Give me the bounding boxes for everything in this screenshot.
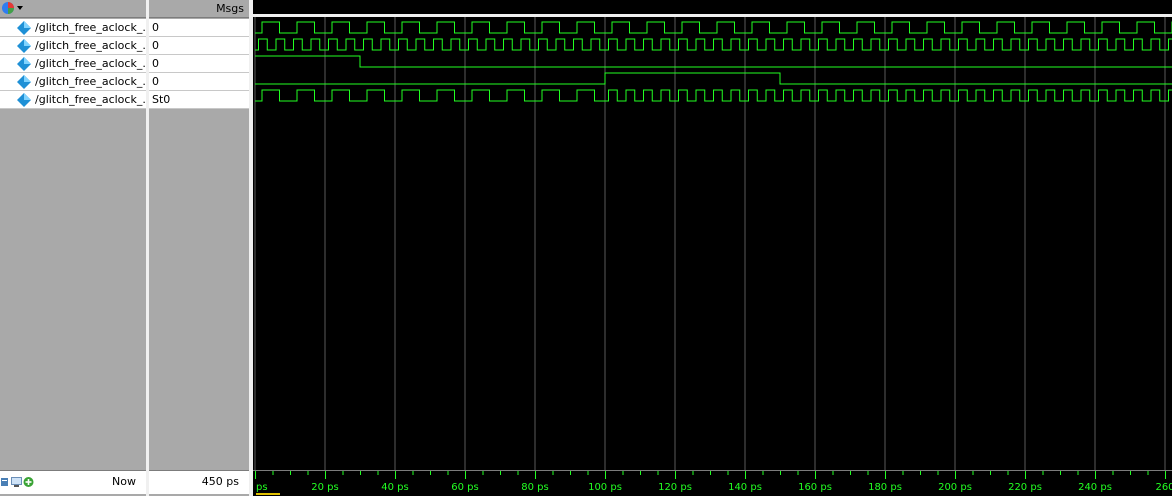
waveform-trace bbox=[255, 89, 1172, 102]
signal-name: /glitch_free_aclock_... bbox=[35, 57, 146, 70]
signal-value: 0 bbox=[152, 39, 159, 52]
zoom-icon[interactable] bbox=[0, 476, 10, 488]
timeline-label: 260 bbox=[1155, 482, 1172, 493]
signal-value: 0 bbox=[152, 75, 159, 88]
timeline-label: 160 ps bbox=[798, 482, 832, 493]
waveform-trace bbox=[255, 21, 1172, 34]
signal-names-pane: /glitch_free_aclock_... /glitch_free_acl… bbox=[0, 0, 146, 496]
timeline-label: 40 ps bbox=[381, 482, 408, 493]
now-value-row: 450 ps bbox=[149, 470, 249, 494]
signal-row[interactable]: /glitch_free_aclock_... bbox=[0, 37, 146, 55]
diamond-signal-icon bbox=[16, 74, 32, 90]
wave-toolbar-icon[interactable] bbox=[1, 1, 15, 15]
timeline-label: 60 ps bbox=[451, 482, 478, 493]
waveform-pane[interactable]: ps 20 ps 40 ps 60 ps 80 ps 100 ps 120 ps 140 ps… bbox=[253, 0, 1172, 496]
diamond-signal-icon bbox=[16, 20, 32, 36]
signal-values-pane: Msgs 0 0 0 0 St0 450 ps bbox=[149, 0, 249, 496]
signal-row[interactable]: /glitch_free_aclock_... bbox=[0, 19, 146, 37]
signal-row[interactable]: /glitch_free_aclock_... bbox=[0, 91, 146, 109]
bottom-toolbar bbox=[0, 476, 34, 490]
signal-name: /glitch_free_aclock_... bbox=[35, 39, 146, 52]
signal-value-row[interactable]: 0 bbox=[149, 37, 249, 55]
timeline-label: 80 ps bbox=[521, 482, 548, 493]
signal-name-list: /glitch_free_aclock_... /glitch_free_acl… bbox=[0, 19, 146, 109]
signal-value-list: 0 0 0 0 St0 bbox=[149, 19, 249, 109]
signal-value: St0 bbox=[152, 93, 171, 106]
signal-value: 0 bbox=[152, 21, 159, 34]
names-header bbox=[0, 0, 146, 18]
diamond-signal-icon bbox=[16, 56, 32, 72]
signal-value-row[interactable]: 0 bbox=[149, 73, 249, 91]
monitor-icon[interactable] bbox=[11, 476, 22, 488]
names-values-splitter[interactable] bbox=[146, 0, 149, 496]
values-header: Msgs bbox=[149, 0, 249, 18]
waveform-trace bbox=[255, 55, 1172, 68]
timeline-label: 180 ps bbox=[868, 482, 902, 493]
signal-row[interactable]: /glitch_free_aclock_... bbox=[0, 73, 146, 91]
timeline-label: 140 ps bbox=[728, 482, 762, 493]
now-row: Now bbox=[0, 470, 146, 494]
timeline-border bbox=[253, 470, 1172, 471]
timeline-label: 20 ps bbox=[311, 482, 338, 493]
timeline-label: 220 ps bbox=[1008, 482, 1042, 493]
dropdown-arrow-icon[interactable] bbox=[17, 6, 23, 10]
timeline-label: ps bbox=[256, 482, 268, 493]
signal-name: /glitch_free_aclock_... bbox=[35, 75, 146, 88]
diamond-signal-icon bbox=[16, 92, 32, 108]
waveform-trace bbox=[255, 72, 1172, 85]
signal-value-row[interactable]: St0 bbox=[149, 91, 249, 109]
waveform-trace bbox=[255, 38, 1172, 51]
signal-value-row[interactable]: 0 bbox=[149, 19, 249, 37]
signal-value: 0 bbox=[152, 57, 159, 70]
waveforms bbox=[255, 21, 1172, 102]
timeline-ruler[interactable]: ps 20 ps 40 ps 60 ps 80 ps 100 ps 120 ps 140 ps… bbox=[253, 470, 1172, 495]
cursor-marker bbox=[256, 493, 280, 495]
signal-value-row[interactable]: 0 bbox=[149, 55, 249, 73]
diamond-signal-icon bbox=[16, 38, 32, 54]
signal-row[interactable]: /glitch_free_aclock_... bbox=[0, 55, 146, 73]
signal-name: /glitch_free_aclock_... bbox=[35, 21, 146, 34]
timeline-label: 100 ps bbox=[588, 482, 622, 493]
values-wave-splitter[interactable] bbox=[249, 0, 253, 496]
timeline-label: 120 ps bbox=[658, 482, 692, 493]
signal-name: /glitch_free_aclock_... bbox=[35, 93, 146, 106]
now-value: 450 ps bbox=[201, 475, 239, 488]
timeline-label: 240 ps bbox=[1078, 482, 1112, 493]
time-grid bbox=[254, 17, 1166, 470]
wave-header-divider bbox=[253, 14, 1172, 17]
waveform-canvas[interactable]: ps 20 ps 40 ps 60 ps 80 ps 100 ps 120 ps 140 ps… bbox=[253, 0, 1172, 496]
msgs-label: Msgs bbox=[216, 2, 244, 15]
now-label: Now bbox=[112, 475, 136, 488]
add-icon[interactable] bbox=[23, 476, 34, 488]
timeline-label: 200 ps bbox=[938, 482, 972, 493]
